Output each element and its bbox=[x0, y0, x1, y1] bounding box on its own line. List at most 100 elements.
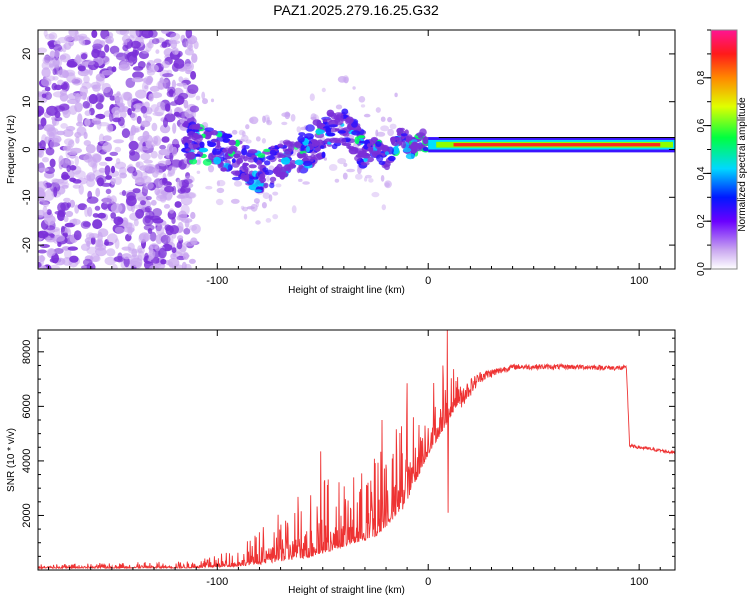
noise-blob bbox=[117, 116, 125, 127]
ridge-blob bbox=[325, 127, 332, 133]
faint-blob bbox=[380, 116, 386, 122]
ridge-blob bbox=[345, 117, 353, 125]
noise-blob bbox=[114, 176, 122, 185]
noise-blob bbox=[69, 105, 78, 115]
ridge-blob bbox=[216, 140, 221, 148]
ridge-blob bbox=[422, 147, 430, 152]
noise-blob bbox=[64, 35, 74, 42]
noise-blob bbox=[137, 245, 143, 254]
ridge-blob bbox=[294, 159, 304, 166]
noise-blob bbox=[111, 263, 118, 269]
noise-blob bbox=[135, 208, 145, 219]
ridge-blob bbox=[234, 139, 240, 147]
ridge-blob bbox=[239, 155, 246, 159]
noise-blob bbox=[48, 139, 54, 150]
noise-blob bbox=[132, 188, 141, 194]
noise-blob bbox=[95, 102, 104, 110]
noise-blob bbox=[140, 200, 146, 206]
noise-blob bbox=[82, 101, 91, 109]
noise-blob bbox=[58, 103, 70, 111]
noise-blob bbox=[57, 178, 68, 185]
faint-blob bbox=[195, 95, 201, 101]
faint-blob bbox=[255, 136, 261, 142]
ridge-blob bbox=[298, 132, 306, 137]
noise-blob bbox=[127, 166, 137, 174]
y-tick-label: 2000 bbox=[21, 503, 33, 527]
ridge-blob bbox=[263, 182, 269, 189]
noise-blob bbox=[178, 92, 189, 100]
faint-blob bbox=[250, 203, 258, 212]
noise-blob bbox=[52, 76, 59, 81]
spectrogram-x-label: Height of straight line (km) bbox=[288, 285, 405, 296]
noise-blob bbox=[76, 126, 87, 136]
ridge-blob bbox=[184, 142, 189, 149]
noise-blob bbox=[128, 248, 139, 254]
noise-blob bbox=[140, 105, 147, 114]
faint-blob bbox=[337, 158, 347, 165]
noise-blob bbox=[129, 30, 140, 39]
noise-blob bbox=[129, 151, 140, 162]
noise-blob bbox=[102, 142, 112, 153]
colorbar-tick-label: 0.6 bbox=[696, 118, 707, 132]
ridge-blob bbox=[328, 124, 338, 128]
noise-blob bbox=[148, 64, 159, 73]
noise-blob bbox=[130, 124, 137, 136]
noise-blob bbox=[150, 104, 159, 113]
noise-blob bbox=[161, 177, 167, 186]
noise-blob bbox=[97, 228, 109, 238]
faint-blob bbox=[384, 182, 390, 188]
noise-blob bbox=[149, 85, 160, 92]
faint-blob bbox=[342, 172, 348, 180]
noise-blob bbox=[150, 150, 158, 159]
noise-blob bbox=[49, 158, 56, 168]
noise-blob bbox=[153, 58, 162, 64]
noise-blob bbox=[101, 70, 114, 76]
snr-plot: -100 0 100 2000 4000 6000 8000 Height of straig… bbox=[6, 329, 676, 596]
noise-blob bbox=[91, 30, 98, 38]
noise-blob bbox=[119, 172, 127, 179]
noise-blob bbox=[104, 44, 110, 53]
faint-blob bbox=[364, 177, 368, 182]
noise-blob bbox=[63, 197, 71, 203]
ridge-blob bbox=[269, 176, 277, 182]
faint-blob bbox=[310, 116, 317, 120]
noise-blob bbox=[48, 32, 58, 40]
noise-blob bbox=[68, 139, 75, 148]
noise-blob bbox=[66, 202, 72, 209]
noise-blob bbox=[156, 80, 167, 90]
noise-blob bbox=[86, 178, 96, 188]
noise-blob bbox=[54, 110, 61, 118]
ridge-blob bbox=[279, 166, 287, 175]
ridge-blob bbox=[183, 120, 189, 128]
noise-blob bbox=[38, 230, 49, 239]
noise-blob bbox=[140, 120, 151, 128]
noise-blob bbox=[110, 165, 116, 174]
noise-blob bbox=[131, 77, 144, 83]
ridge-blob bbox=[184, 153, 193, 157]
ridge-blob bbox=[215, 145, 222, 151]
noise-blob bbox=[52, 68, 57, 76]
ridge-blob bbox=[204, 127, 215, 132]
noise-blob bbox=[144, 215, 151, 224]
ridge-blob bbox=[384, 151, 390, 156]
noise-blob bbox=[104, 156, 113, 162]
ridge-blob bbox=[311, 139, 318, 144]
noise-blob bbox=[84, 118, 91, 127]
noise-blob bbox=[52, 44, 63, 52]
noise-blob bbox=[176, 241, 183, 250]
noise-blob bbox=[38, 255, 46, 262]
faint-blob bbox=[210, 98, 215, 103]
snr-y-label: SNR (10 * v/v) bbox=[6, 428, 17, 492]
noise-blob bbox=[84, 110, 92, 116]
faint-blob bbox=[343, 162, 348, 167]
ridge-blob bbox=[269, 149, 277, 156]
ridge-blob bbox=[300, 144, 305, 151]
noise-blob bbox=[144, 252, 149, 261]
colorbar: 0.0 0.2 0.4 0.6 0.8 Normalized spectral ampli… bbox=[696, 29, 748, 276]
noise-blob bbox=[77, 113, 83, 124]
noise-blob bbox=[86, 174, 92, 182]
ridge-blob bbox=[402, 147, 412, 153]
noise-blob bbox=[185, 30, 193, 39]
noise-blob bbox=[158, 247, 167, 259]
noise-blob bbox=[92, 84, 101, 92]
